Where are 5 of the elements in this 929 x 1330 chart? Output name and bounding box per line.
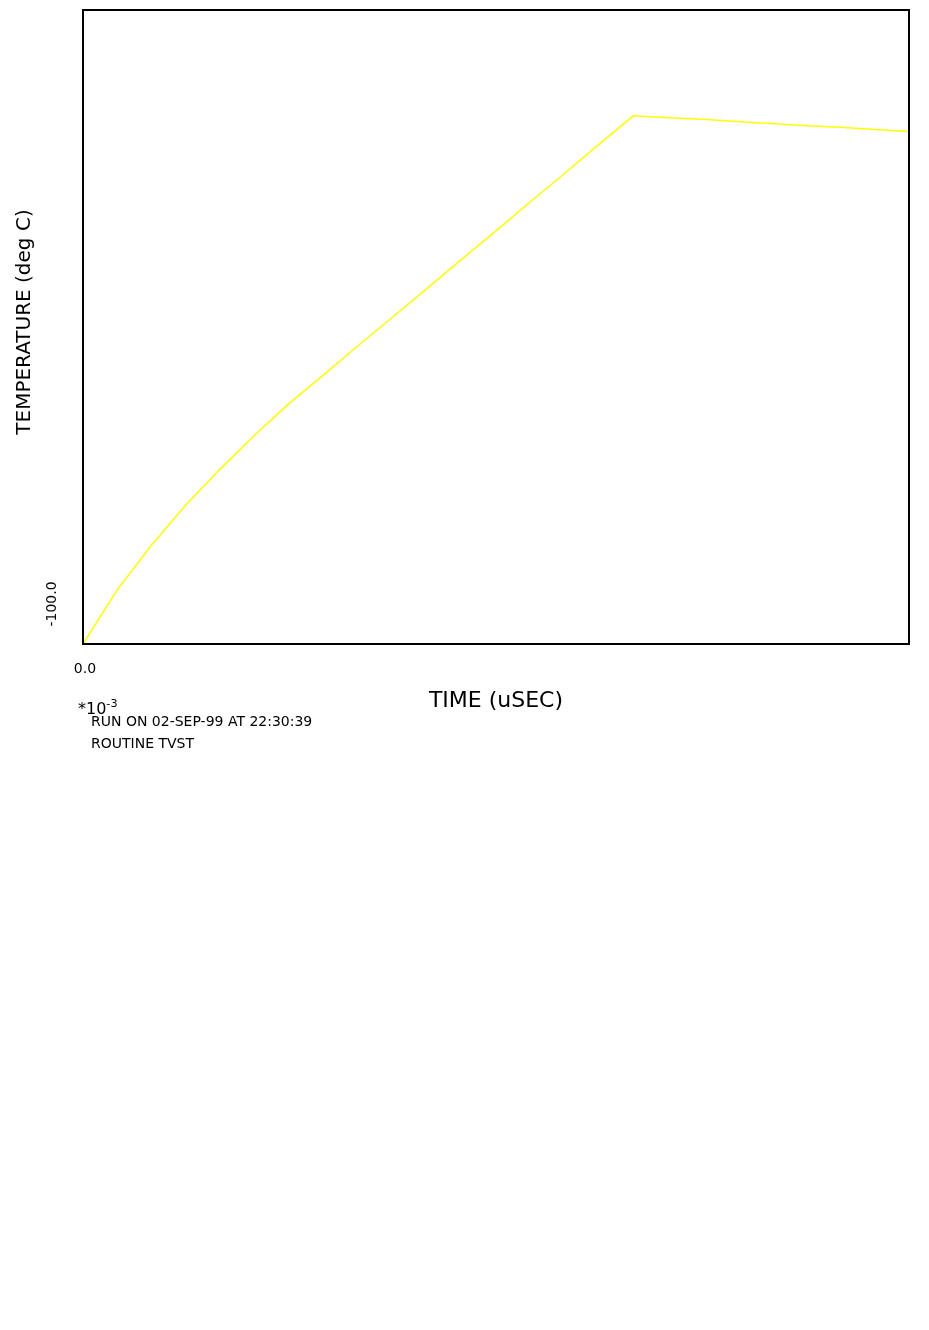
x-axis-title: TIME (uSEC)	[427, 686, 564, 712]
text: -100.0	[42, 581, 59, 627]
text: ROUTINE TVST	[91, 734, 195, 751]
y-axis-title: TEMPERATURE (deg C)	[11, 209, 36, 436]
text: 0.0	[73, 659, 97, 676]
